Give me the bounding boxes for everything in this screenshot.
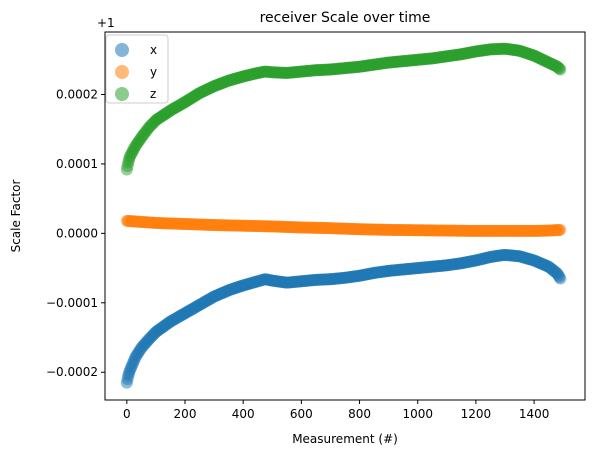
x-tick-label: 600 — [290, 407, 313, 421]
y-axis-label: Scale Factor — [9, 180, 23, 253]
axes-border — [104, 31, 586, 401]
y-axis: −0.0002 −0.0001 0.0000 0.0001 0.0002 — [46, 87, 105, 379]
x-tick-label: 1200 — [461, 407, 492, 421]
legend-label-x: x — [150, 43, 157, 57]
x-tick-label: 800 — [348, 407, 371, 421]
legend: xyz — [105, 34, 169, 104]
y-offset-label: +1 — [97, 16, 115, 30]
x-tick-label: 200 — [174, 407, 197, 421]
y-tick-label: 0.0002 — [56, 87, 98, 101]
legend-label-y: y — [150, 65, 157, 79]
legend-marker-x — [115, 43, 129, 57]
series-x — [120, 248, 567, 389]
y-tick-label: −0.0002 — [46, 365, 98, 379]
data-point-z — [554, 63, 567, 76]
x-tick-label: 400 — [232, 407, 255, 421]
plot-area — [104, 31, 586, 401]
plot-frame — [105, 32, 585, 400]
series-z — [120, 42, 567, 176]
data-point-y — [554, 223, 567, 236]
chart-title: receiver Scale over time — [260, 10, 431, 26]
legend-marker-z — [115, 87, 129, 101]
legend-label-z: z — [150, 87, 156, 101]
series-y — [120, 214, 567, 237]
data-point-x — [554, 272, 567, 285]
series-layer — [120, 42, 567, 389]
x-axis-label: Measurement (#) — [292, 432, 398, 446]
x-tick-label: 1400 — [519, 407, 550, 421]
x-tick-label: 0 — [123, 407, 131, 421]
x-axis: 0 200 400 600 800 1000 1200 1400 — [123, 400, 549, 421]
y-tick-label: −0.0001 — [46, 296, 98, 310]
y-tick-label: 0.0000 — [56, 226, 98, 240]
legend-marker-y — [115, 65, 129, 79]
y-tick-label: 0.0001 — [56, 157, 98, 171]
x-tick-label: 1000 — [402, 407, 433, 421]
